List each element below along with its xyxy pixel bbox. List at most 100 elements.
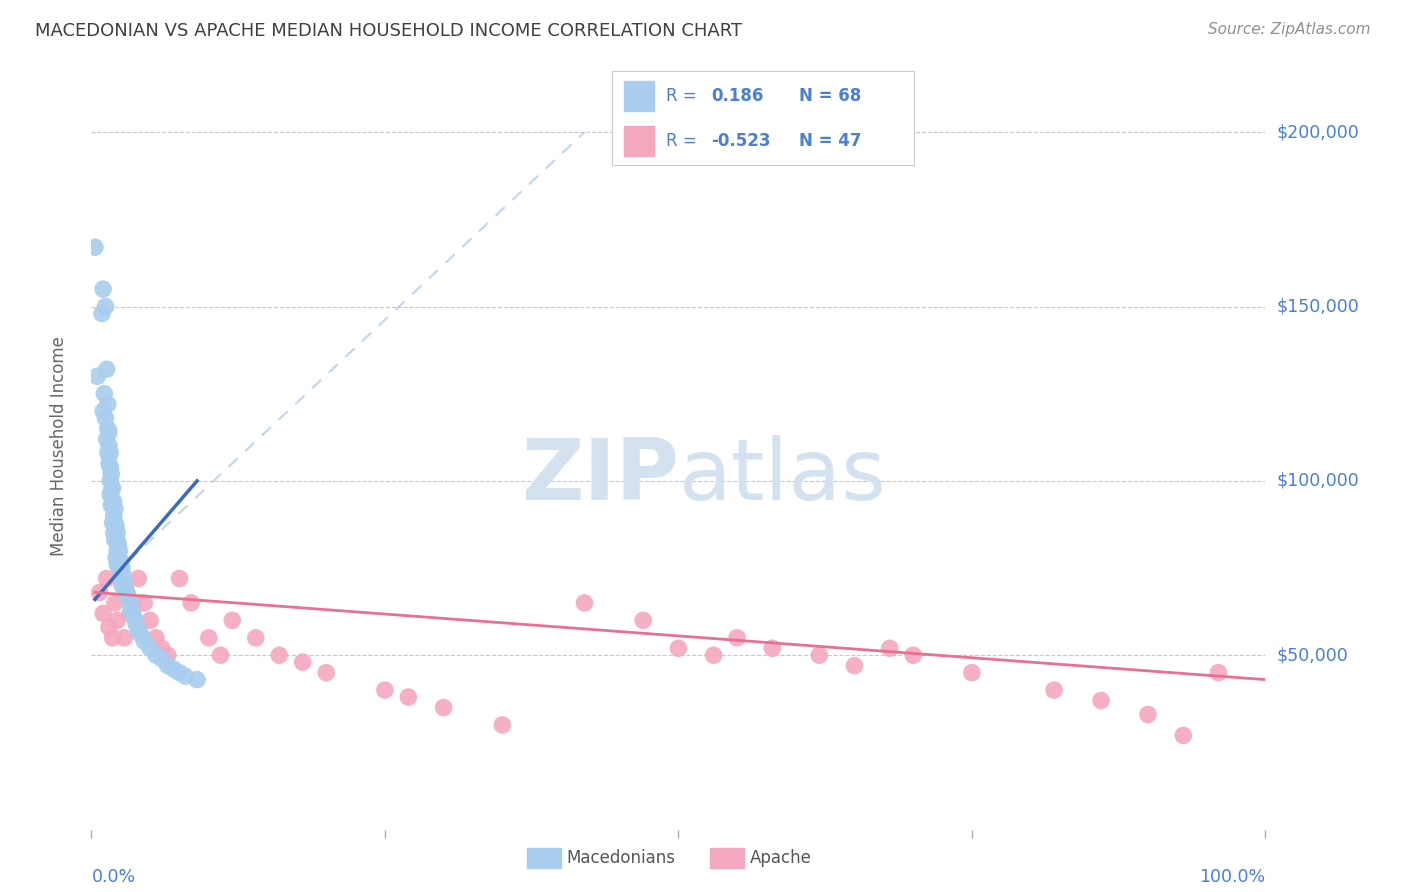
Point xyxy=(960,665,983,680)
Point xyxy=(127,624,149,638)
Point xyxy=(103,495,125,509)
Point xyxy=(101,516,124,530)
Point xyxy=(98,488,121,502)
Point xyxy=(209,648,232,663)
Text: MACEDONIAN VS APACHE MEDIAN HOUSEHOLD INCOME CORRELATION CHART: MACEDONIAN VS APACHE MEDIAN HOUSEHOLD IN… xyxy=(35,22,742,40)
Point xyxy=(112,631,135,645)
Text: $150,000: $150,000 xyxy=(1277,298,1360,316)
Point xyxy=(1208,665,1230,680)
Point xyxy=(101,631,124,645)
Point xyxy=(105,558,128,572)
Text: R =: R = xyxy=(666,87,702,104)
Point xyxy=(269,648,291,663)
Y-axis label: Median Household Income: Median Household Income xyxy=(49,336,67,556)
Point xyxy=(98,459,121,474)
Point xyxy=(145,648,167,663)
Text: $200,000: $200,000 xyxy=(1277,123,1360,141)
Point xyxy=(901,648,924,663)
Point xyxy=(315,665,337,680)
Point xyxy=(120,596,142,610)
Point xyxy=(245,631,267,645)
Point xyxy=(105,550,128,565)
Text: N = 47: N = 47 xyxy=(799,132,862,150)
Point xyxy=(139,641,162,656)
Point xyxy=(91,306,114,320)
Point xyxy=(129,627,152,641)
Point xyxy=(491,718,513,732)
Point xyxy=(134,596,156,610)
Point xyxy=(180,596,202,610)
Point xyxy=(118,592,141,607)
Point xyxy=(197,631,219,645)
Point xyxy=(844,658,866,673)
Point xyxy=(725,631,748,645)
Point xyxy=(104,501,127,516)
Point xyxy=(174,669,197,683)
Point xyxy=(574,596,596,610)
Point xyxy=(156,648,179,663)
Point xyxy=(100,467,122,481)
Point xyxy=(91,282,114,296)
Text: N = 68: N = 68 xyxy=(799,87,862,104)
Point xyxy=(761,641,783,656)
Point xyxy=(94,300,117,314)
Point xyxy=(108,543,131,558)
Point xyxy=(145,631,167,645)
Point xyxy=(84,240,107,254)
Point xyxy=(98,439,121,453)
Point xyxy=(98,620,121,634)
Point xyxy=(107,536,129,550)
Point xyxy=(703,648,725,663)
Point xyxy=(98,425,121,439)
Text: -0.523: -0.523 xyxy=(711,132,770,150)
Point xyxy=(374,683,396,698)
Point xyxy=(150,651,173,665)
Point xyxy=(103,526,125,541)
Text: Macedonians: Macedonians xyxy=(567,849,676,867)
Point xyxy=(162,662,184,676)
Point xyxy=(156,658,179,673)
Point xyxy=(808,648,831,663)
Point xyxy=(100,484,122,499)
Point xyxy=(107,550,129,565)
Point xyxy=(105,519,128,533)
Point xyxy=(96,362,118,376)
Point xyxy=(291,655,314,669)
Point xyxy=(96,572,118,586)
Text: 0.0%: 0.0% xyxy=(91,869,135,887)
Point xyxy=(139,613,162,627)
Point xyxy=(97,446,120,460)
Point xyxy=(105,526,128,541)
Point xyxy=(122,610,145,624)
Point xyxy=(97,397,120,411)
Point xyxy=(1136,707,1159,722)
Text: 0.186: 0.186 xyxy=(711,87,763,104)
Point xyxy=(105,613,128,627)
Point xyxy=(98,457,121,471)
Point xyxy=(1043,683,1066,698)
Point xyxy=(89,585,111,599)
Point xyxy=(121,607,143,621)
Point xyxy=(120,607,142,621)
Point xyxy=(86,369,108,384)
Point xyxy=(96,432,118,446)
Point xyxy=(104,533,127,548)
Point xyxy=(98,474,121,488)
Point xyxy=(101,481,124,495)
Point xyxy=(103,508,125,523)
Point xyxy=(127,572,149,586)
Point xyxy=(666,641,689,656)
Point xyxy=(93,386,115,401)
Point xyxy=(110,572,132,586)
Point xyxy=(115,585,138,599)
Point xyxy=(91,404,114,418)
Point xyxy=(97,421,120,435)
Point xyxy=(112,568,135,582)
Point xyxy=(117,589,139,603)
Point xyxy=(110,572,132,586)
Point xyxy=(104,516,127,530)
Point xyxy=(1090,693,1112,707)
Text: R =: R = xyxy=(666,132,702,150)
Point xyxy=(125,616,148,631)
Point xyxy=(150,641,173,656)
